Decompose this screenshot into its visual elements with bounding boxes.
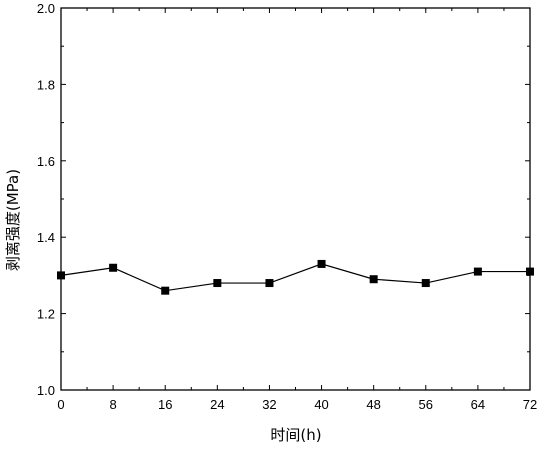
y-tick-label: 1.0	[37, 383, 55, 398]
y-tick-label: 1.2	[37, 307, 55, 322]
series-line	[60, 263, 530, 292]
x-axis-title: 时间(h)	[270, 426, 321, 444]
y-tick-label: 1.4	[37, 230, 55, 245]
x-tick-label: 56	[419, 397, 433, 412]
x-tick-label: 8	[109, 397, 116, 412]
data-point-marker	[526, 267, 534, 276]
x-tick-label: 0	[57, 397, 64, 412]
series-group	[57, 259, 534, 295]
x-tick-label: 48	[366, 397, 380, 412]
x-tick-label: 16	[158, 397, 172, 412]
y-tick-label: 1.8	[37, 77, 55, 92]
x-tick-label: 72	[523, 397, 537, 412]
data-point-marker	[213, 279, 222, 288]
y-tick-label: 1.6	[37, 154, 55, 169]
data-point-marker	[421, 279, 430, 288]
data-point-marker	[265, 279, 274, 288]
y-axis-title: 剥离强度(MPa)	[4, 169, 22, 271]
data-point-marker	[57, 271, 65, 280]
data-point-marker	[161, 286, 170, 295]
data-point-marker	[369, 275, 378, 284]
data-point-marker	[109, 263, 118, 272]
x-tick-label: 64	[471, 397, 485, 412]
plot-area	[60, 7, 531, 391]
x-tick-label: 32	[262, 397, 276, 412]
plot-border	[60, 7, 531, 391]
data-point-marker	[317, 259, 326, 268]
y-axis: 1.0 1.2 1.4 1.6 1.8 2.0	[37, 1, 530, 398]
data-point-marker	[473, 267, 482, 276]
x-axis: 0 8 16 24 32 40 48 56 64 72	[57, 8, 537, 412]
x-tick-label: 24	[210, 397, 224, 412]
x-tick-label: 40	[314, 397, 328, 412]
y-tick-label: 2.0	[37, 1, 55, 16]
